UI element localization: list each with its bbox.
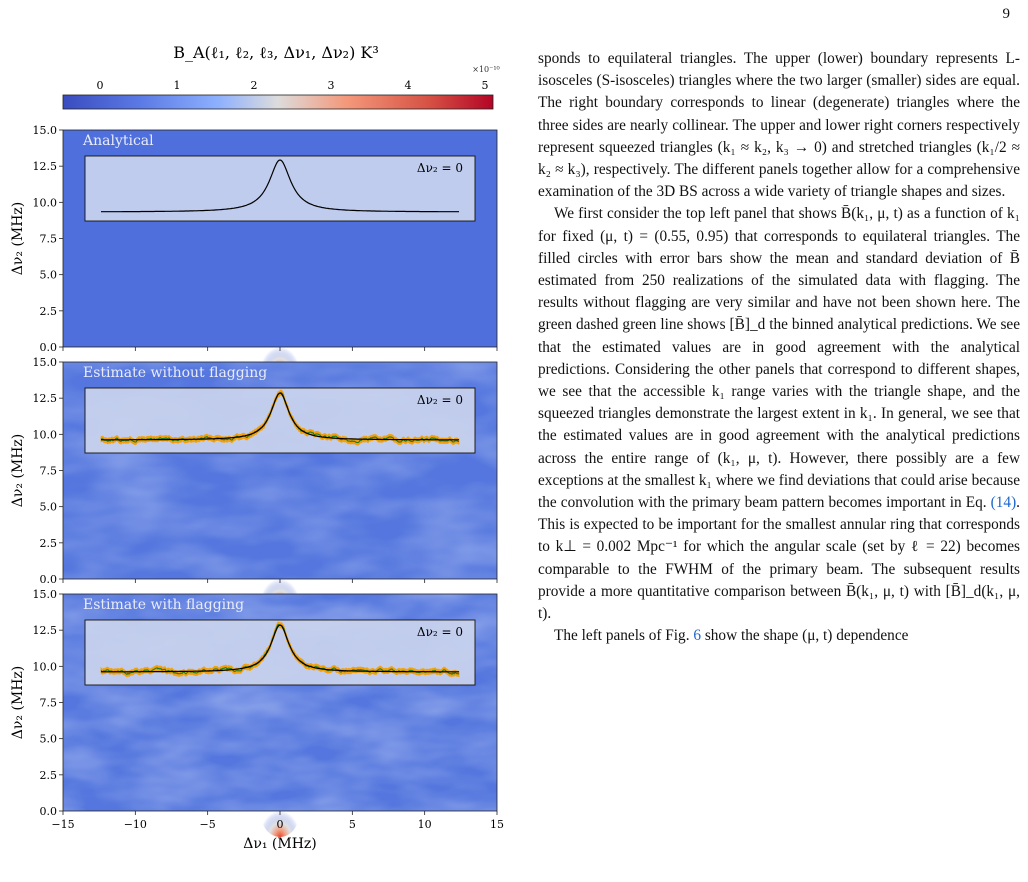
inset-label: Δν₂ = 0: [417, 625, 463, 639]
y-tick-label: 10.0: [33, 196, 58, 209]
figure-link[interactable]: 6: [693, 627, 701, 645]
analytical-line: [101, 392, 459, 441]
paragraph-1: sponds to equilateral triangles. The upp…: [538, 50, 1020, 201]
page-number: 9: [1002, 6, 1011, 22]
y-tick-label: 12.5: [33, 624, 58, 637]
y-axis-label: Δν₂ (MHz): [10, 202, 26, 276]
colorbar-tick-label: 2: [251, 79, 258, 92]
colorbar-tick-label: 0: [97, 79, 104, 92]
colorbar-multiplier: ×10⁻¹⁰: [472, 65, 500, 74]
colorbar-tick-label: 1: [174, 79, 181, 92]
y-tick-label: 15.0: [33, 588, 58, 601]
y-tick-label: 5.0: [40, 733, 58, 746]
y-axis-label: Δν₂ (MHz): [10, 434, 26, 508]
panel-title: Estimate without flagging: [83, 365, 267, 381]
panel-title: Analytical: [82, 133, 154, 149]
paragraph-2: We first consider the top left panel tha…: [538, 203, 1020, 625]
y-tick-label: 2.5: [40, 537, 58, 550]
x-tick-label: −10: [124, 818, 147, 831]
y-tick-label: 2.5: [40, 769, 58, 782]
colorbar-tick-label: 5: [482, 79, 489, 92]
y-tick-label: 7.5: [40, 233, 58, 246]
analytical-line: [101, 624, 459, 673]
colorbar: [62, 94, 494, 110]
equation-link[interactable]: (14): [990, 494, 1017, 512]
x-tick-label: 0: [277, 818, 284, 831]
inset-label: Δν₂ = 0: [417, 161, 463, 175]
y-tick-label: 5.0: [40, 269, 58, 282]
paragraph-3: The left panels of Fig. 6 show the shape…: [538, 625, 1020, 647]
y-tick-label: 0.0: [40, 341, 58, 354]
inset-label: Δν₂ = 0: [417, 393, 463, 407]
y-tick-label: 15.0: [33, 124, 58, 137]
y-tick-label: 2.5: [40, 305, 58, 318]
y-tick-label: 12.5: [33, 392, 58, 405]
heatmap-panel: Analytical Δν₂ = 0 0.0 2.5 5.0 7.5 10.0 12.5 15.…: [10, 124, 498, 373]
y-tick-label: 7.5: [40, 697, 58, 710]
y-tick-label: 12.5: [33, 160, 58, 173]
inset-box: [84, 155, 476, 222]
paragraph-3-end: show the shape (μ, t) dependence: [701, 627, 909, 645]
paragraph-2-end: . This is expected to be important for t…: [538, 494, 1020, 623]
heatmap-panel: Estimate with flagging Δν₂ = 0 0.0 2.5 5.0 7.…: [10, 588, 498, 837]
y-tick-label: 5.0: [40, 501, 58, 514]
x-tick-label: 10: [418, 818, 432, 831]
y-tick-label: 0.0: [40, 573, 58, 586]
y-axis-label: Δν₂ (MHz): [10, 666, 26, 740]
y-tick-label: 15.0: [33, 356, 58, 369]
y-tick-label: 10.0: [33, 660, 58, 673]
analytical-line: [101, 159, 459, 213]
colorbar-tick-label: 3: [328, 79, 335, 92]
colorbar-tick-label: 4: [405, 79, 412, 92]
x-tick-label: 15: [490, 818, 504, 831]
heatmap-panel: Estimate without flagging Δν₂ = 0 0.0 2.5 5.…: [10, 356, 498, 605]
colorbar-title: B_A(ℓ₁, ℓ₂, ℓ₃, Δν₁, Δν₂) K³: [173, 43, 379, 62]
x-tick-label: −15: [51, 818, 74, 831]
y-tick-label: 10.0: [33, 428, 58, 441]
x-axis-label: Δν₁ (MHz): [243, 836, 317, 852]
x-tick-label: 5: [349, 818, 356, 831]
paragraph-2-text: We first consider the top left panel tha…: [538, 205, 1020, 512]
panel-title: Estimate with flagging: [83, 597, 244, 613]
x-tick-label: −5: [200, 818, 216, 831]
paragraph-3-text: The left panels of Fig.: [554, 627, 694, 645]
body-text: sponds to equilateral triangles. The upp…: [538, 48, 1020, 647]
figure-bispectrum: B_A(ℓ₁, ℓ₂, ℓ₃, Δν₁, Δν₂) K³ ×10⁻¹⁰ 0 1 2 3…: [10, 43, 504, 852]
y-tick-label: 7.5: [40, 465, 58, 478]
y-tick-label: 0.0: [40, 805, 58, 818]
